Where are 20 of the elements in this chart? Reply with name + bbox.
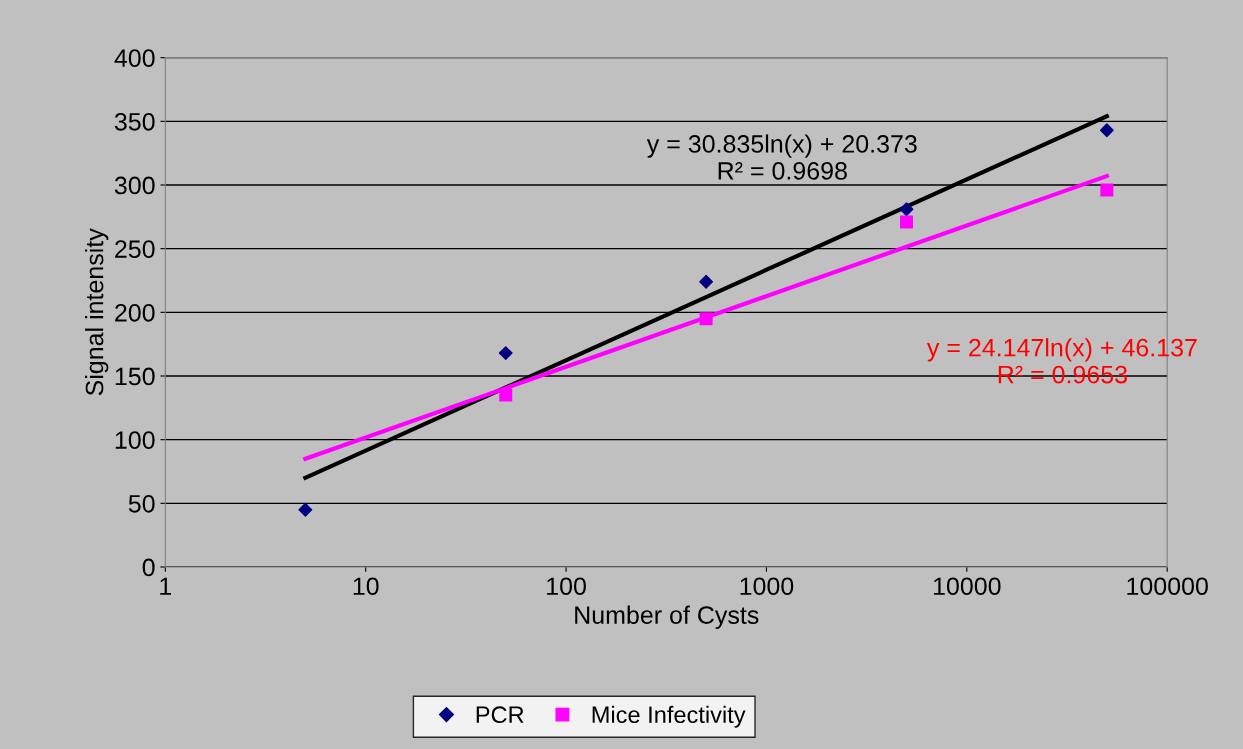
y-tick-label: 350 [114, 112, 155, 131]
x-tick-label: 100000 [1127, 577, 1208, 596]
x-tick-label: 10000 [933, 577, 1001, 596]
x-tick-label: 1000 [740, 577, 794, 596]
y-tick-label: 50 [128, 494, 155, 513]
y-tick-label: 150 [115, 367, 155, 386]
y-tick-label: 0 [142, 558, 155, 577]
y-tick-label: 100 [115, 431, 155, 449]
y-axis-title: Signal intensity [85, 228, 109, 396]
y-tick-label: 400 [114, 49, 155, 67]
x-tick-label: 10 [353, 577, 379, 596]
legend-label: Mice Infectivity [592, 705, 746, 728]
y-tick-label: 200 [115, 303, 155, 322]
y-tick-label: 250 [115, 240, 155, 258]
legend-label: PCR [476, 706, 524, 724]
x-axis-title: Number of Cysts [575, 605, 759, 629]
x-tick-label: 1 [160, 577, 172, 595]
x-tick-label: 100 [547, 577, 586, 596]
y-tick-label: 300 [114, 176, 155, 195]
annotation: y = 30.835ln(x) + 20.373 R² = 0.9698 [646, 134, 917, 180]
